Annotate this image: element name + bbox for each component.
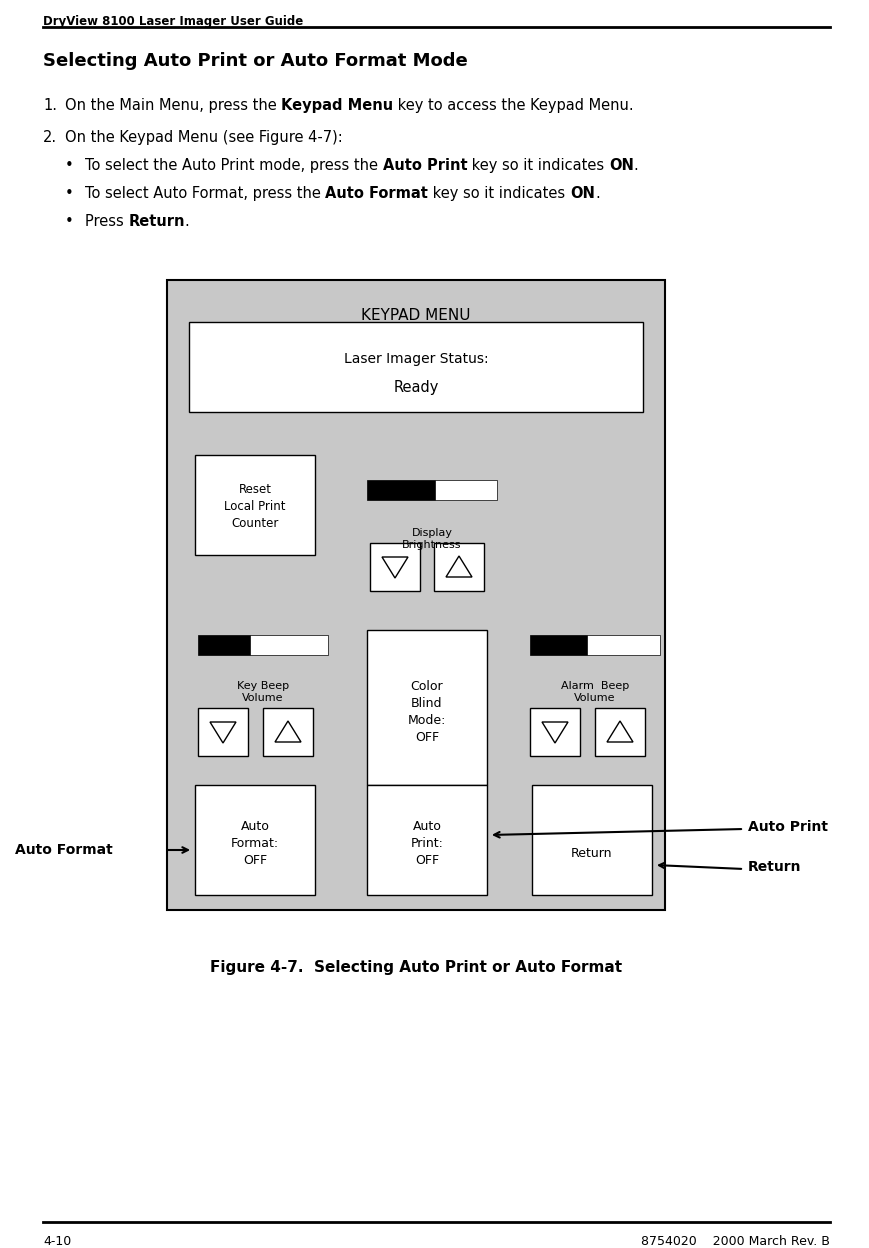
Text: .: . (634, 158, 638, 173)
Polygon shape (209, 723, 235, 743)
Text: Key Beep
Volume: Key Beep Volume (236, 681, 289, 703)
Bar (249, 635, 328, 655)
Bar (167, 280, 664, 910)
Text: key so it indicates: key so it indicates (428, 186, 569, 201)
Text: Keypad Menu: Keypad Menu (281, 99, 393, 114)
Bar (587, 635, 660, 655)
Text: key to access the Keypad Menu.: key to access the Keypad Menu. (393, 99, 634, 114)
Bar (367, 480, 434, 500)
Text: Figure 4-7.  Selecting Auto Print or Auto Format: Figure 4-7. Selecting Auto Print or Auto… (209, 960, 621, 975)
Text: Display
Brightness: Display Brightness (401, 528, 461, 549)
Text: Reset
Local Print
Counter: Reset Local Print Counter (224, 483, 285, 530)
Bar (198, 708, 248, 756)
Text: •: • (65, 213, 74, 228)
Polygon shape (607, 721, 633, 743)
Text: .: . (594, 186, 599, 201)
Text: 2.: 2. (43, 130, 57, 145)
Bar (529, 708, 580, 756)
Text: Alarm  Beep
Volume: Alarm Beep Volume (561, 681, 628, 703)
Bar (198, 635, 249, 655)
Text: Auto Format: Auto Format (15, 842, 113, 857)
Bar (195, 785, 315, 895)
Text: 8754020    2000 March Rev. B: 8754020 2000 March Rev. B (640, 1236, 829, 1248)
Text: Auto Print: Auto Print (382, 158, 467, 173)
Text: To select the Auto Print mode, press the: To select the Auto Print mode, press the (85, 158, 382, 173)
Text: To select Auto Format, press the: To select Auto Format, press the (85, 186, 325, 201)
Bar (189, 322, 642, 412)
Text: Auto
Format:
OFF: Auto Format: OFF (230, 820, 279, 867)
Polygon shape (275, 721, 301, 743)
Bar (195, 456, 315, 555)
Text: key so it indicates: key so it indicates (467, 158, 608, 173)
Text: Press: Press (85, 213, 129, 228)
Text: Auto Format: Auto Format (325, 186, 428, 201)
Bar (369, 543, 420, 592)
Bar (529, 635, 587, 655)
Bar (367, 785, 487, 895)
Text: 1.: 1. (43, 99, 57, 114)
Text: Selecting Auto Print or Auto Format Mode: Selecting Auto Print or Auto Format Mode (43, 52, 468, 70)
Text: Return: Return (571, 847, 612, 860)
Bar (594, 708, 644, 756)
Text: Laser Imager Status:: Laser Imager Status: (343, 352, 488, 366)
Polygon shape (541, 723, 567, 743)
Text: .: . (184, 213, 189, 228)
Text: •: • (65, 186, 74, 201)
Text: Color
Blind
Mode:
OFF: Color Blind Mode: OFF (408, 680, 446, 744)
Text: 4-10: 4-10 (43, 1236, 71, 1248)
Text: Auto
Print:
OFF: Auto Print: OFF (410, 820, 443, 867)
Bar (262, 708, 313, 756)
Bar (434, 543, 483, 592)
Text: KEYPAD MENU: KEYPAD MENU (361, 308, 470, 323)
Bar (367, 630, 487, 785)
Text: Return: Return (129, 213, 184, 228)
Bar (531, 785, 651, 895)
Text: ON: ON (569, 186, 594, 201)
Text: On the Main Menu, press the: On the Main Menu, press the (65, 99, 281, 114)
Polygon shape (446, 557, 472, 577)
Text: On the Keypad Menu (see Figure 4-7):: On the Keypad Menu (see Figure 4-7): (65, 130, 342, 145)
Text: DryView 8100 Laser Imager User Guide: DryView 8100 Laser Imager User Guide (43, 15, 303, 27)
Text: •: • (65, 158, 74, 173)
Bar (434, 480, 496, 500)
Text: Ready: Ready (393, 379, 438, 396)
Text: ON: ON (608, 158, 634, 173)
Text: Return: Return (747, 860, 800, 874)
Polygon shape (381, 557, 408, 578)
Text: Auto Print: Auto Print (747, 820, 827, 834)
